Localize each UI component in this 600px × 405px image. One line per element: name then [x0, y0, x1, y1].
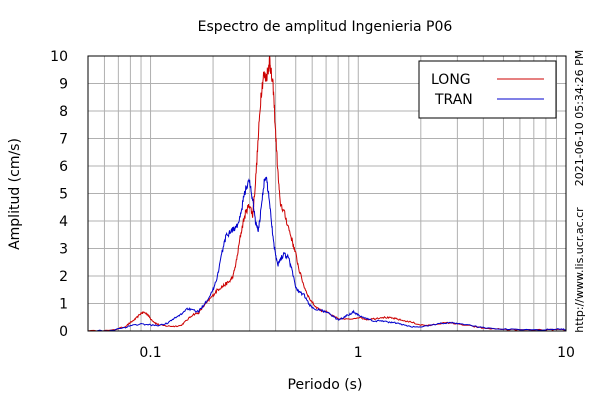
legend-box — [418, 60, 557, 119]
plot-frame — [87, 55, 567, 332]
source-url-label: http://www.lis.ucr.ac.cr — [573, 207, 586, 333]
y-tick-label: 5 — [59, 187, 68, 203]
x-axis-label: Periodo (s) — [288, 377, 363, 393]
y-tick-label: 4 — [59, 214, 68, 230]
series-line-tran — [88, 176, 567, 332]
series-line-long — [87, 56, 567, 332]
x-tick-label: 0.1 — [139, 345, 161, 361]
y-tick-label: 7 — [59, 132, 68, 148]
grid — [88, 56, 566, 331]
legend: LONG TRAN — [418, 60, 557, 119]
y-tick-label: 8 — [59, 104, 68, 120]
chart-title: Espectro de amplitud Ingenieria P06 — [198, 19, 453, 35]
y-tick-label: 9 — [59, 77, 68, 93]
legend-label-tran: TRAN — [434, 92, 473, 108]
y-tick-label: 6 — [59, 159, 68, 175]
y-tick-label: 0 — [59, 324, 68, 340]
x-tick-label: 1 — [354, 345, 363, 361]
y-tick-label: 1 — [59, 297, 68, 313]
series-group — [87, 56, 567, 332]
y-tick-label: 10 — [50, 49, 68, 65]
ticks: 0 1 2 3 4 5 6 7 8 9 10 0.1 1 10 — [50, 49, 575, 361]
legend-label-long: LONG — [431, 72, 471, 88]
y-tick-label: 2 — [59, 269, 68, 285]
x-tick-label: 10 — [557, 345, 575, 361]
y-tick-label: 3 — [59, 242, 68, 258]
y-axis-label: Amplitud (cm/s) — [7, 138, 23, 250]
timestamp-label: 2021-06-10 05:34:26 PM — [573, 50, 586, 186]
